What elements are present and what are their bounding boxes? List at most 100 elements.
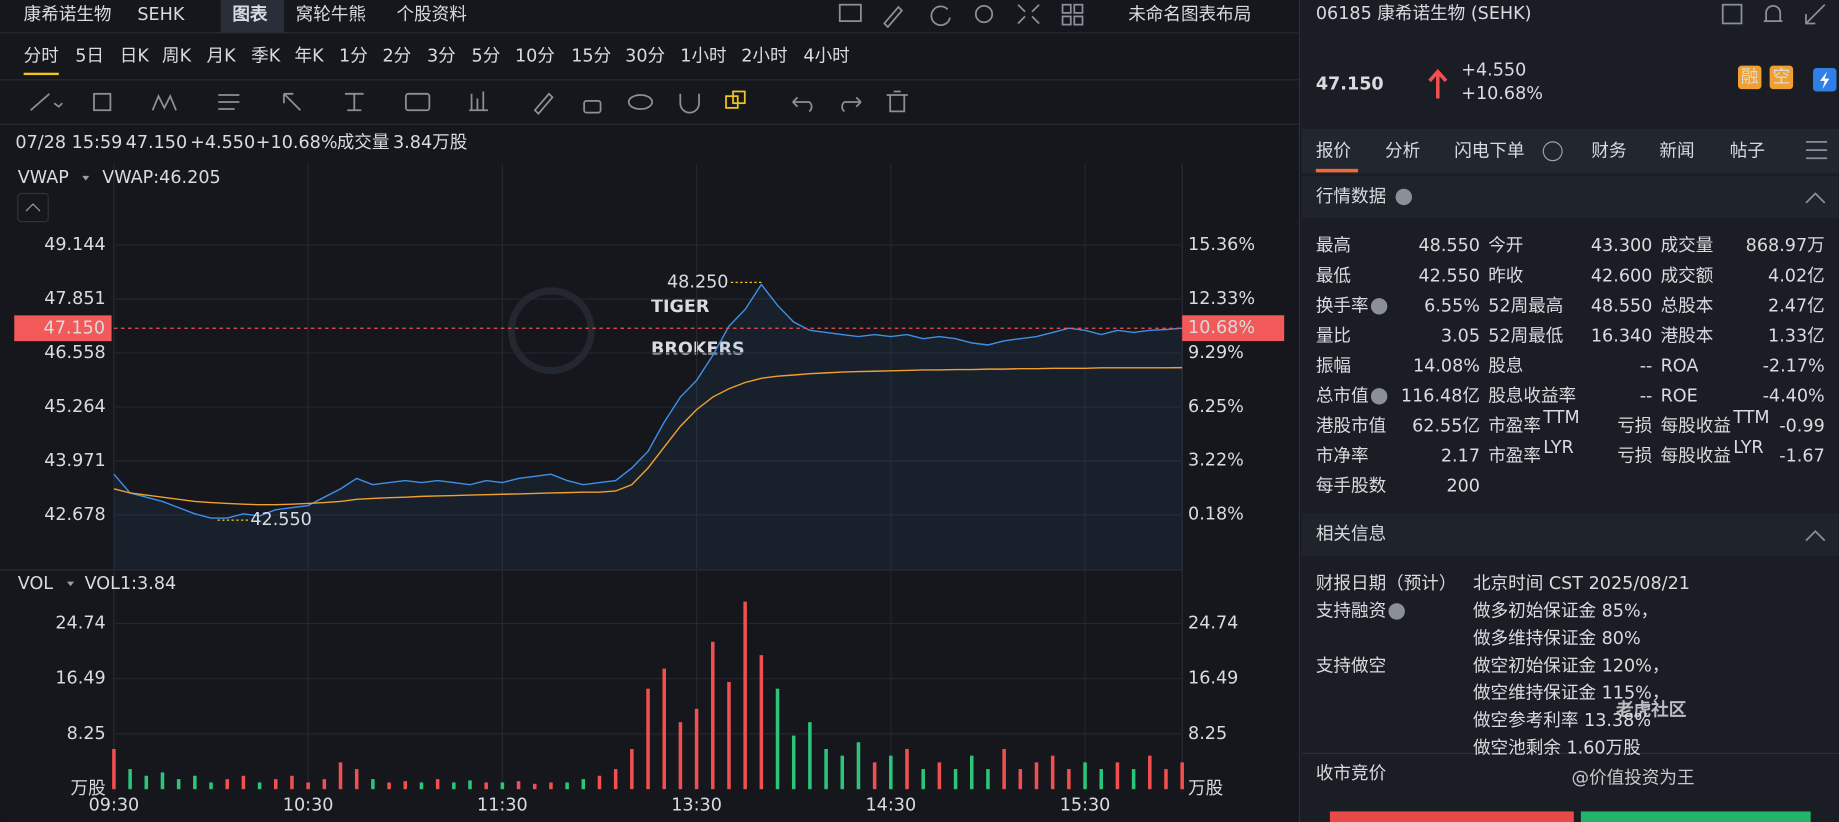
tool-icon[interactable] [841, 96, 862, 113]
icon[interactable] [1061, 15, 1072, 26]
volume-bar [1002, 748, 1006, 790]
tool-icon[interactable] [469, 91, 488, 112]
icon[interactable] [930, 5, 951, 27]
collapse-icon[interactable] [1805, 529, 1826, 542]
tool-icon[interactable] [792, 96, 813, 113]
y2-tick-label: 24.74 [1188, 613, 1238, 633]
period[interactable]: 1小时 [680, 46, 726, 66]
tool-icon[interactable] [725, 95, 739, 109]
x-tick-label: 10:30 [283, 796, 334, 816]
period[interactable]: 5日 [75, 46, 104, 66]
watermark: @价值投资为王 [1571, 769, 1694, 789]
icon[interactable] [1073, 15, 1084, 26]
tool-icon[interactable] [583, 99, 602, 114]
tool-icon[interactable] [344, 92, 364, 112]
period[interactable]: 30分 [625, 46, 665, 66]
tool-icon[interactable] [732, 90, 746, 105]
period[interactable]: 月K [207, 46, 237, 66]
volume-bar [937, 762, 942, 790]
header-tab[interactable]: 个股资料 [397, 5, 467, 25]
last-pct-label: 10.68% [1188, 318, 1255, 338]
tool-icon[interactable] [679, 93, 700, 114]
quote-tab[interactable]: 分析 [1385, 141, 1420, 161]
period[interactable]: 周K [162, 46, 192, 66]
tool-icon[interactable] [151, 94, 177, 111]
header-tab[interactable]: 窝轮牛熊 [296, 5, 366, 25]
period[interactable]: 3分 [427, 46, 456, 66]
annotation: 48.250 [667, 272, 729, 292]
volume: 3.84万股 [393, 133, 467, 153]
menu-icon[interactable] [1805, 141, 1828, 160]
volume-bar [209, 782, 213, 790]
quote-tab[interactable]: 财务 [1591, 141, 1626, 161]
field-value: 200 [1446, 476, 1480, 496]
quote-tab[interactable]: 闪电下单 [1454, 141, 1524, 161]
field-value: 3.05 [1441, 326, 1480, 346]
watermark-logo [507, 287, 595, 375]
volume-bar [808, 722, 812, 790]
y2-tick-label: 3.22% [1188, 451, 1244, 471]
collapse-icon[interactable] [1805, 192, 1826, 204]
period[interactable]: 季K [251, 46, 281, 66]
sell-button[interactable] [1580, 811, 1811, 822]
period[interactable]: 4小时 [803, 46, 849, 66]
quote-tab[interactable]: 新闻 [1659, 141, 1694, 161]
volume-bar [452, 782, 456, 790]
volume-bar [565, 782, 569, 790]
tool-icon[interactable] [218, 94, 240, 110]
period[interactable]: 年K [294, 46, 324, 66]
tool-icon[interactable] [405, 92, 431, 112]
last-price-label: 47.150 [44, 318, 106, 338]
header-tab[interactable]: 图表 [232, 4, 268, 25]
field-value: 62.55亿 [1412, 416, 1480, 436]
buy-button[interactable] [1329, 811, 1574, 822]
period-underline [23, 72, 59, 76]
period[interactable]: 10分 [515, 46, 555, 66]
icon[interactable] [974, 4, 994, 24]
icon[interactable] [1721, 3, 1743, 25]
header-icons[interactable] [838, 3, 1826, 29]
tool-icon[interactable] [283, 92, 301, 111]
volume-bar [387, 782, 391, 790]
toolbar[interactable] [30, 90, 908, 116]
field-label: 每股收益 [1661, 416, 1731, 436]
x-tick-label: 11:30 [477, 796, 528, 816]
price: 47.150 [126, 133, 188, 153]
quote-tab[interactable]: 报价 [1316, 141, 1352, 161]
period[interactable]: 2小时 [741, 46, 787, 66]
volume-bar [532, 783, 537, 790]
volume-bar [953, 769, 958, 790]
icon[interactable] [1061, 3, 1072, 14]
volume-bar [290, 775, 294, 790]
tool-icon[interactable] [886, 90, 908, 113]
code-line: 06185 康希诺生物 (SEHK) [1316, 4, 1532, 24]
period[interactable]: 2分 [382, 46, 411, 66]
tool-icon[interactable] [627, 94, 654, 110]
field-sup: TTM [1732, 408, 1769, 428]
period[interactable]: 5分 [472, 46, 501, 66]
volume-bar [1050, 755, 1055, 790]
field-label: 成交额 [1661, 266, 1714, 286]
icon[interactable] [1017, 4, 1040, 25]
period[interactable]: 分时 [24, 46, 59, 66]
icon[interactable] [883, 5, 904, 29]
period[interactable]: 日K [120, 46, 150, 66]
period[interactable]: 15分 [571, 46, 611, 66]
field-value: 2.17 [1441, 446, 1480, 466]
volume-bar [193, 775, 197, 790]
volume-bar [468, 780, 472, 790]
icon[interactable] [838, 3, 862, 22]
related-label: 财报日期（预计） [1316, 574, 1457, 594]
period[interactable]: 1分 [339, 46, 368, 66]
tool-icon[interactable] [93, 92, 112, 112]
volume-bar [711, 641, 715, 790]
quote-tab[interactable]: 帖子 [1730, 141, 1765, 161]
section-header [1301, 513, 1839, 556]
icon[interactable] [1073, 3, 1084, 14]
tool-icon[interactable] [30, 93, 63, 111]
icon[interactable] [1805, 4, 1826, 25]
icon[interactable] [1763, 4, 1783, 22]
tool-icon[interactable] [533, 92, 554, 116]
volume-bar [986, 769, 990, 790]
field-value: 868.97万 [1746, 236, 1825, 256]
